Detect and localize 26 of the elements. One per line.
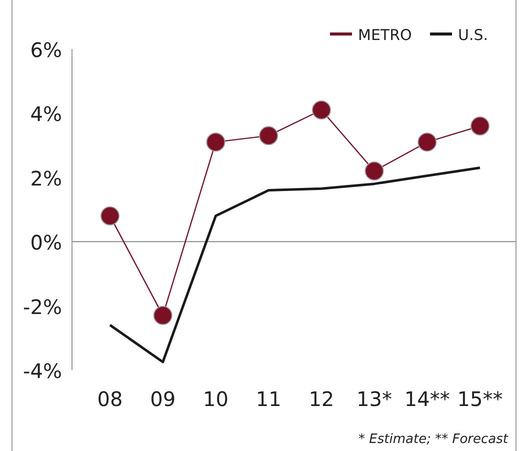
x-tick-label: 11 — [256, 387, 282, 411]
y-tick-label: 4% — [30, 102, 62, 126]
point — [100, 206, 120, 226]
y-tick-label: -4% — [23, 359, 62, 383]
text: * Estimate; ** Forecast — [358, 432, 509, 447]
y-tick-label: 0% — [30, 230, 62, 255]
point — [470, 116, 490, 136]
point — [418, 132, 437, 152]
y-tick-label: 2% — [30, 166, 62, 190]
y-tick-label: -2% — [23, 294, 62, 319]
x-tick-label: 12 — [308, 387, 334, 411]
x-tick-label: 09 — [150, 387, 176, 411]
point — [206, 132, 226, 152]
line-series — [108, 166, 482, 364]
x-tick-label: 14** — [404, 387, 450, 411]
y-tick-label: 6% — [30, 38, 62, 62]
x-tick-label: 08 — [97, 387, 123, 411]
point — [364, 161, 384, 180]
legend-label: U.S. — [458, 26, 488, 44]
x-tick-label: 15** — [457, 387, 503, 411]
point — [259, 126, 278, 146]
point — [153, 306, 172, 325]
x-tick-label: 10 — [202, 387, 228, 411]
point — [312, 100, 331, 120]
legend-label: METRO — [358, 26, 412, 44]
x-tick-label: 13* — [356, 387, 392, 411]
